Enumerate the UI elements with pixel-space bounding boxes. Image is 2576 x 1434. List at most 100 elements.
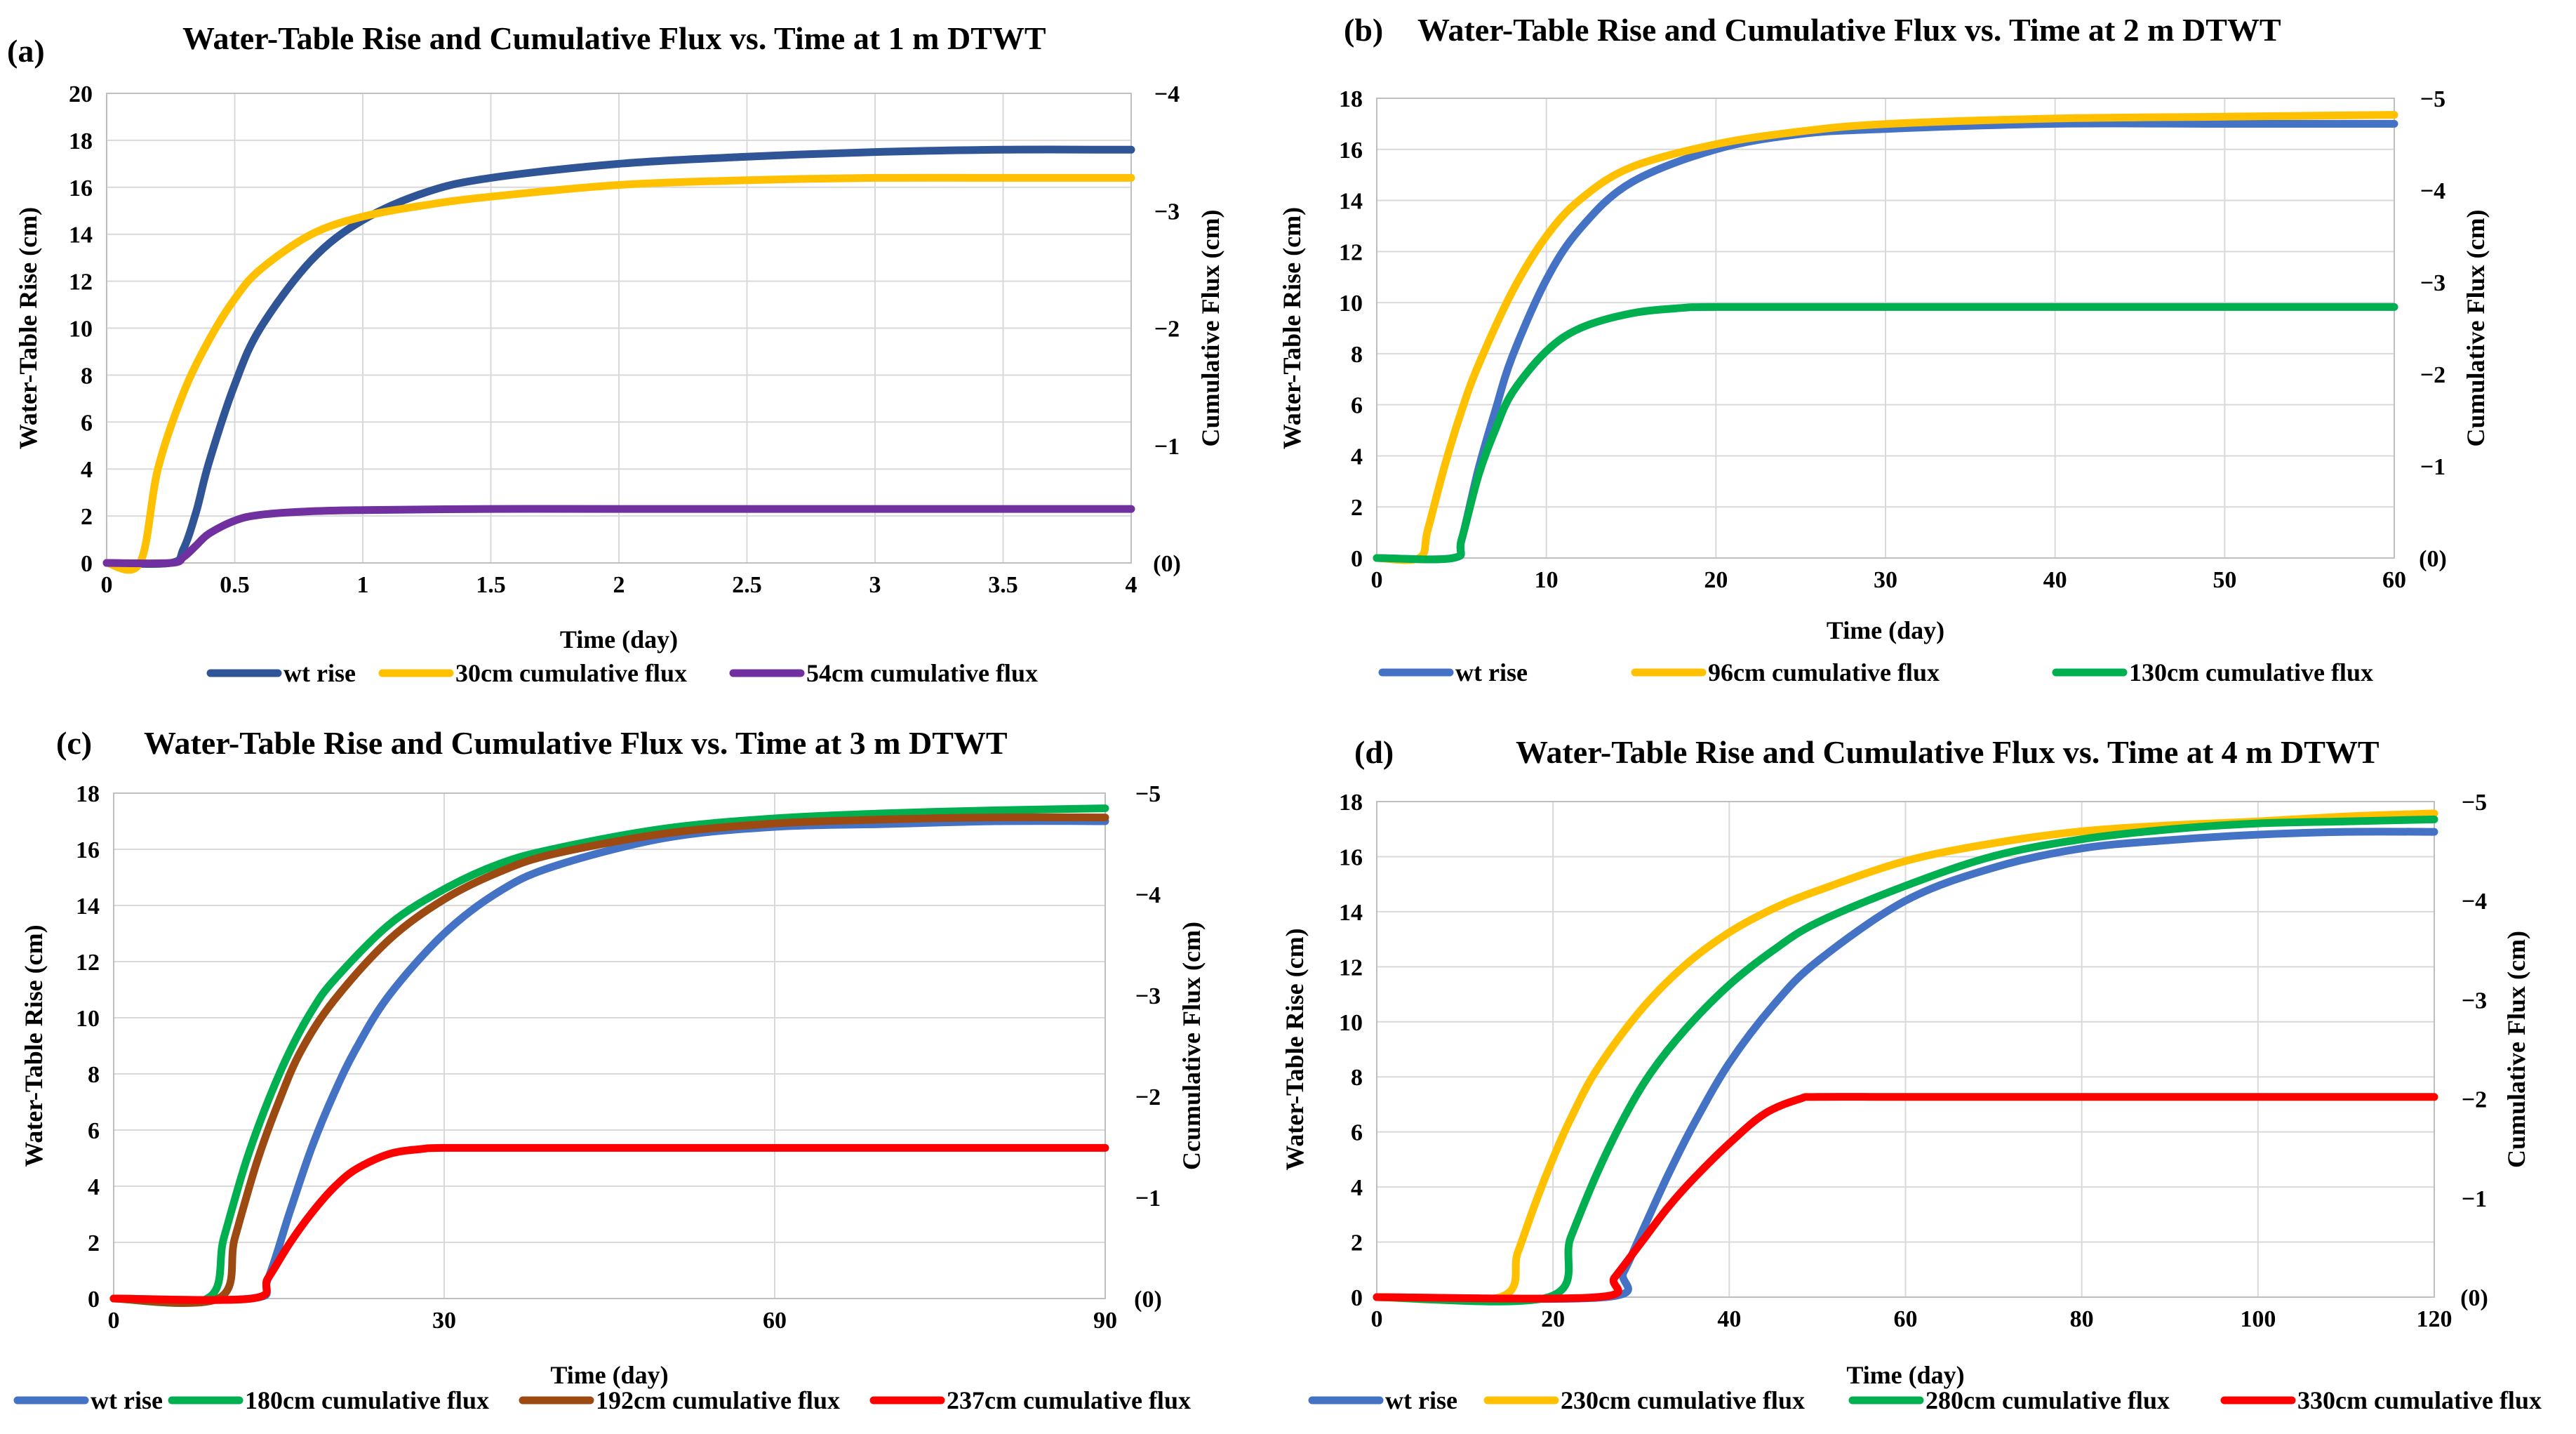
y2-tick-label: −1 [2462, 1186, 2487, 1212]
y2-tick-label: −1 [1135, 1186, 1161, 1211]
y-axis-title: Water-Table Rise (cm) [1278, 207, 1306, 449]
x-axis-title: Time (day) [1846, 1361, 1964, 1389]
x-tick-label: 3 [869, 572, 881, 598]
x-axis-title: Time (day) [550, 1361, 668, 1389]
y2-tick-label: −1 [1154, 434, 1180, 460]
legend-label: wt rise [1385, 1386, 1457, 1414]
y-tick-label: 10 [76, 1006, 100, 1032]
x-axis-title: Time (day) [560, 625, 678, 653]
chart-title: Water-Table Rise and Cumulative Flux vs.… [144, 725, 1008, 761]
y2-tick-label: (0) [1134, 1287, 1162, 1313]
series-line-wt-rise [102, 145, 1135, 568]
y-tick-label: 10 [69, 317, 93, 343]
y2-axis-title: Cumulative Flux (cm) [2502, 931, 2530, 1168]
legend-label: 96cm cumulative flux [1708, 658, 1940, 686]
x-tick-label: 10 [1535, 567, 1559, 593]
legend-label: wt rise [91, 1386, 163, 1414]
y-tick-label: 4 [88, 1174, 100, 1200]
y2-axis-title: Cumulative Flux (cm) [1196, 210, 1224, 447]
y-tick-label: 6 [88, 1118, 100, 1144]
x-tick-label: 60 [763, 1308, 787, 1334]
x-axis-title: Time (day) [1827, 616, 1944, 644]
y-tick-label: 6 [1351, 393, 1363, 419]
panel-label: (a) [7, 33, 45, 69]
x-tick-label: 50 [2213, 567, 2236, 593]
y-tick-label: 12 [1339, 239, 1363, 265]
x-tick-label: 0 [1371, 567, 1383, 593]
x-tick-label: 100 [2240, 1306, 2276, 1332]
series-line-192cm-cumulative-flux [109, 813, 1109, 1307]
legend-label: 30cm cumulative flux [455, 659, 687, 687]
x-tick-label: 1.5 [476, 572, 506, 598]
panel-label: (d) [1354, 734, 1394, 770]
y-tick-label: 18 [1339, 86, 1363, 112]
y2-tick-label: −5 [2462, 790, 2487, 816]
y-tick-label: 0 [1351, 546, 1363, 572]
y2-tick-label: −5 [1135, 781, 1161, 807]
y-tick-label: 18 [76, 781, 100, 807]
series-line-280cm-cumulative-flux [1373, 815, 2438, 1306]
y-tick-label: 4 [1351, 1175, 1363, 1201]
y-axis-title: Water-Table Rise (cm) [1281, 928, 1309, 1170]
series-line-237cm-cumulative-flux [109, 1143, 1109, 1304]
x-tick-label: 40 [1717, 1306, 1741, 1332]
x-tick-label: 20 [1541, 1306, 1565, 1332]
y-tick-label: 16 [1339, 138, 1363, 164]
chart-title: Water-Table Rise and Cumulative Flux vs.… [1516, 734, 2380, 770]
x-tick-label: 2 [613, 572, 625, 598]
y-tick-label: 2 [1351, 1230, 1363, 1256]
y-tick-label: 8 [88, 1062, 100, 1088]
y2-tick-label: −2 [2420, 362, 2445, 388]
y-tick-label: 20 [69, 81, 93, 107]
y-tick-label: 14 [69, 223, 93, 248]
panel-label: (b) [1344, 12, 1383, 48]
y2-tick-label: −4 [2462, 889, 2487, 915]
y2-axis-title: Ccumulative Flux (cm) [1177, 922, 1206, 1170]
y-tick-label: 0 [1351, 1285, 1363, 1311]
y-tick-label: 16 [1339, 844, 1363, 870]
series-line-wt-rise [109, 817, 1109, 1304]
x-tick-label: 60 [1894, 1306, 1918, 1332]
y-tick-label: 12 [1339, 955, 1363, 981]
chart-panel-b: (b) Water-Table Rise and Cumulative Flux … [1278, 12, 2490, 686]
y-tick-label: 16 [69, 175, 93, 201]
chart-title: Water-Table Rise and Cumulative Flux vs.… [182, 20, 1046, 56]
y-axis-title: Water-Table Rise (cm) [14, 207, 42, 449]
x-tick-label: 30 [1874, 567, 1897, 593]
legend-label: 280cm cumulative flux [1926, 1386, 2170, 1414]
y-tick-label: 2 [88, 1230, 100, 1256]
series-line-96cm-cumulative-flux [1373, 111, 2398, 564]
y2-tick-label: −3 [2420, 270, 2445, 296]
y2-tick-label: −3 [2462, 988, 2487, 1014]
x-tick-label: 120 [2417, 1306, 2452, 1332]
x-tick-label: 20 [1704, 567, 1728, 593]
series-line-180cm-cumulative-flux [109, 804, 1109, 1307]
x-tick-label: 60 [2382, 567, 2406, 593]
y-tick-label: 2 [81, 504, 93, 530]
y-tick-label: 6 [1351, 1120, 1363, 1146]
y-tick-label: 4 [1351, 444, 1363, 470]
series-line-54cm-cumulative-flux [102, 505, 1135, 568]
y-axis-title: Water-Table Rise (cm) [20, 924, 48, 1167]
y2-tick-label: −2 [1135, 1084, 1161, 1110]
panel-label: (c) [56, 725, 92, 761]
x-tick-label: 0.5 [220, 572, 250, 598]
legend-label: wt rise [283, 659, 356, 687]
y2-tick-label: (0) [2419, 546, 2447, 572]
y2-tick-label: −4 [2420, 178, 2445, 204]
y-tick-label: 14 [1339, 189, 1363, 215]
legend-label: 230cm cumulative flux [1561, 1386, 1805, 1414]
series-line-330cm-cumulative-flux [1373, 1093, 2438, 1303]
y-tick-label: 0 [81, 551, 93, 577]
legend-label: 180cm cumulative flux [245, 1386, 489, 1414]
plot-frame [1376, 98, 2395, 559]
plot-frame [113, 792, 1106, 1299]
y-tick-label: 8 [81, 363, 93, 389]
y-tick-label: 0 [88, 1287, 100, 1313]
y2-tick-label: −1 [2420, 454, 2445, 480]
x-tick-label: 4 [1126, 572, 1137, 598]
x-tick-label: 3.5 [988, 572, 1018, 598]
x-tick-label: 2.5 [732, 572, 762, 598]
chart-title: Water-Table Rise and Cumulative Flux vs.… [1417, 12, 2281, 48]
